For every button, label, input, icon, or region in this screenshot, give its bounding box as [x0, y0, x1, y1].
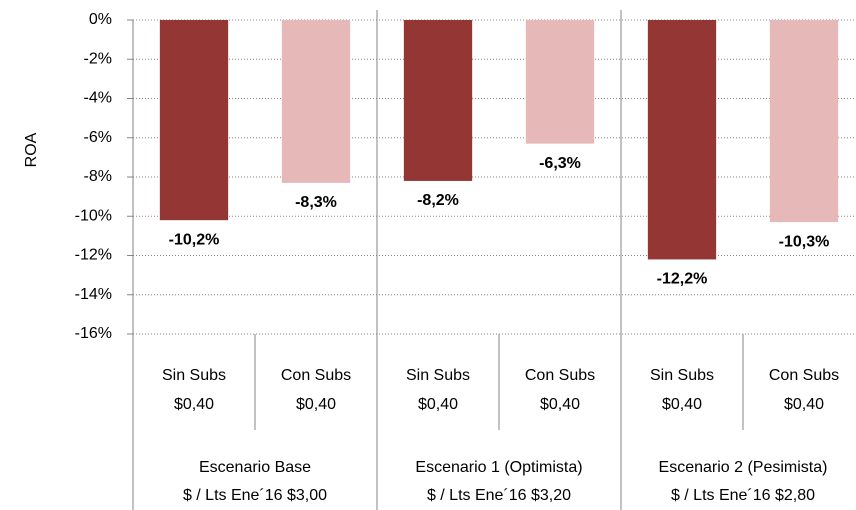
value-label: -10,3%: [779, 233, 830, 250]
x-tick-label: Con Subs: [769, 367, 839, 384]
group-label: $ / Lts Ene´16 $3,00: [183, 487, 327, 504]
group-label: Escenario 1 (Optimista): [415, 459, 582, 476]
bar: [525, 20, 595, 144]
bar: [159, 20, 229, 221]
value-label: -12,2%: [657, 271, 708, 288]
x-tick-label: $0,40: [174, 396, 214, 413]
value-label: -8,3%: [295, 194, 337, 211]
y-tick-label: 0%: [89, 11, 112, 28]
group-label: Escenario Base: [199, 459, 311, 476]
x-tick-label: $0,40: [296, 396, 336, 413]
bar: [769, 20, 839, 223]
y-tick-label: -2%: [84, 50, 112, 67]
x-tick-label: $0,40: [540, 396, 580, 413]
x-tick-label: $0,40: [784, 396, 824, 413]
bar: [403, 20, 473, 181]
x-tick-label: Sin Subs: [650, 367, 714, 384]
group-label: $ / Lts Ene´16 $3,20: [427, 487, 571, 504]
y-tick-label: -12%: [75, 247, 112, 264]
x-tick-label: $0,40: [662, 396, 702, 413]
group-label: $ / Lts Ene´16 $2,80: [671, 487, 815, 504]
value-label: -10,2%: [169, 231, 220, 248]
y-tick-label: -10%: [75, 207, 112, 224]
bar: [647, 20, 717, 260]
y-tick-label: -14%: [75, 286, 112, 303]
x-tick-label: $0,40: [418, 396, 458, 413]
x-tick-label: Sin Subs: [406, 367, 470, 384]
y-tick-label: -6%: [84, 129, 112, 146]
x-tick-label: Sin Subs: [162, 367, 226, 384]
value-label: -8,2%: [417, 192, 459, 209]
x-tick-label: Con Subs: [281, 367, 351, 384]
y-axis-label: ROA: [23, 132, 40, 167]
y-tick-label: -8%: [84, 168, 112, 185]
value-label: -6,3%: [539, 155, 581, 172]
y-tick-label: -4%: [84, 90, 112, 107]
x-tick-label: Con Subs: [525, 367, 595, 384]
y-tick-label: -16%: [75, 325, 112, 342]
group-label: Escenario 2 (Pesimista): [659, 459, 828, 476]
bar: [281, 20, 351, 183]
